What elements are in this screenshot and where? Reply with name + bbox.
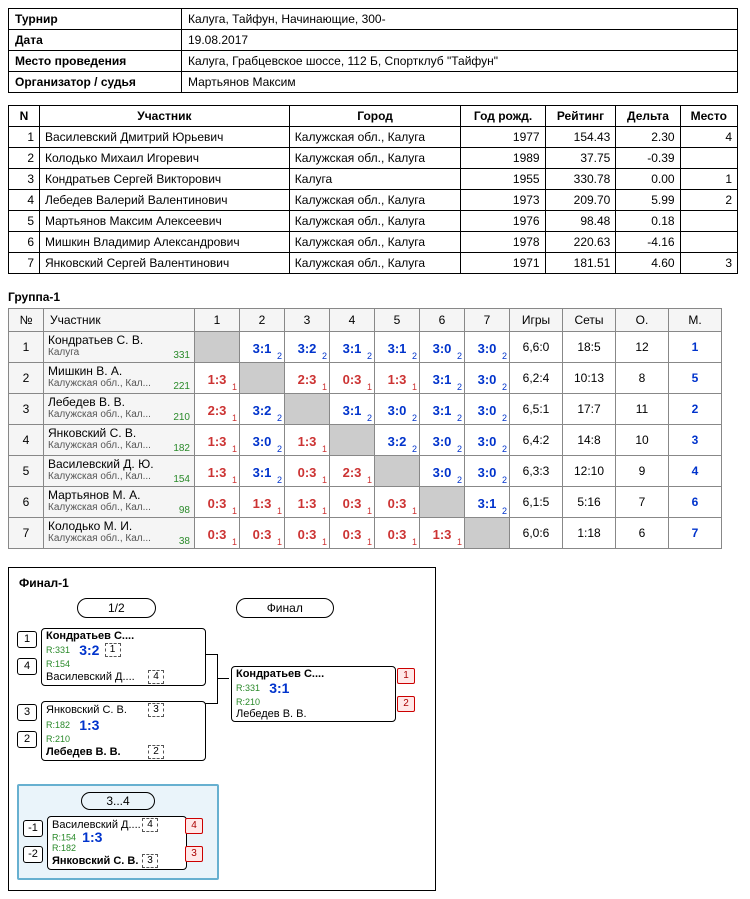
info-label: Дата (9, 30, 182, 51)
participant-name: Колодько Михаил Игоревич (40, 148, 290, 169)
score-cell: 3:02 (465, 394, 510, 425)
round-minor: 3...4 (81, 792, 154, 810)
group-participant: Янковский С. В.Калужская обл., Кал...182 (44, 425, 195, 456)
info-value: 19.08.2017 (182, 30, 738, 51)
final-place: 4 (185, 818, 203, 834)
score-cell: 3:02 (420, 332, 465, 363)
bracket-minor: 3...4 -1 -2 Василевский Д....4 R:154 1:3… (17, 784, 219, 880)
score-cell: 3:12 (330, 332, 375, 363)
info-label: Организатор / судья (9, 72, 182, 93)
info-value: Калуга, Тайфун, Начинающие, 300- (182, 9, 738, 30)
seed: -2 (23, 846, 43, 863)
score-cell: 1:31 (375, 363, 420, 394)
round-semi: 1/2 (77, 598, 156, 618)
match-final: Кондратьев С.... R:331 3:1 R:210 Лебедев… (231, 666, 396, 722)
final-place: 3 (185, 846, 203, 862)
score-cell: 3:02 (240, 425, 285, 456)
match-minor: Василевский Д....4 R:154 1:3 R:182 Янков… (47, 816, 187, 870)
info-label: Турнир (9, 9, 182, 30)
score-cell: 1:31 (285, 487, 330, 518)
participant-name: Мишкин Владимир Александрович (40, 232, 290, 253)
score-cell: 3:02 (420, 425, 465, 456)
score-cell: 3:12 (420, 363, 465, 394)
score-cell: 2:31 (330, 456, 375, 487)
participant-name: Мартьянов Максим Алексеевич (40, 211, 290, 232)
score-cell: 3:12 (330, 394, 375, 425)
match-semi2: Янковский С. В.3 R:182 1:3 R:210 Лебедев… (41, 701, 206, 761)
score-cell: 3:12 (375, 332, 420, 363)
participant-name: Кондратьев Сергей Викторович (40, 169, 290, 190)
group-cross-table: №Участник1234567ИгрыСетыО.М. 1 Кондратье… (8, 308, 722, 549)
score-cell: 1:31 (420, 518, 465, 549)
info-label: Место проведения (9, 51, 182, 72)
score-cell: 1:31 (195, 363, 240, 394)
participant-name: Василевский Дмитрий Юрьевич (40, 127, 290, 148)
bracket-main: 1 4 Кондратьев С.... R:331 3:2 1 R:154 В… (17, 626, 427, 776)
score-cell: 3:02 (465, 363, 510, 394)
tournament-info-table: ТурнирКалуга, Тайфун, Начинающие, 300-Да… (8, 8, 738, 93)
score-cell: 0:31 (330, 487, 375, 518)
score-cell: 1:31 (285, 425, 330, 456)
score-cell: 0:31 (330, 363, 375, 394)
seed: 4 (17, 658, 37, 675)
score-cell: 3:02 (420, 456, 465, 487)
bracket-title: Финал-1 (19, 576, 427, 590)
score-cell: 2:31 (285, 363, 330, 394)
score-cell: 3:22 (240, 394, 285, 425)
score-cell: 3:22 (285, 332, 330, 363)
participants-table: NУчастникГородГод рожд.РейтингДельтаМест… (8, 105, 738, 274)
round-final: Финал (236, 598, 334, 618)
final-place: 1 (397, 668, 415, 684)
group-participant: Мишкин В. А.Калужская обл., Кал...221 (44, 363, 195, 394)
bracket-box: Финал-1 1/2 Финал 1 4 Кондратьев С.... R… (8, 567, 436, 891)
score-cell: 3:12 (465, 487, 510, 518)
info-value: Калуга, Грабцевское шоссе, 112 Б, Спортк… (182, 51, 738, 72)
group-participant: Лебедев В. В.Калужская обл., Кал...210 (44, 394, 195, 425)
group-title: Группа-1 (8, 290, 742, 304)
group-participant: Кондратьев С. В.Калуга331 (44, 332, 195, 363)
score-cell: 0:31 (330, 518, 375, 549)
seed: 3 (17, 704, 37, 721)
final-place: 2 (397, 696, 415, 712)
score-cell: 0:31 (285, 518, 330, 549)
score-cell: 3:02 (465, 425, 510, 456)
participant-name: Лебедев Валерий Валентинович (40, 190, 290, 211)
score-cell: 2:31 (195, 394, 240, 425)
score-cell: 0:31 (285, 456, 330, 487)
group-participant: Колодько М. И.Калужская обл., Кал...38 (44, 518, 195, 549)
participant-name: Янковский Сергей Валентинович (40, 253, 290, 274)
seed: -1 (23, 820, 43, 837)
seed: 2 (17, 731, 37, 748)
score-cell: 0:31 (375, 487, 420, 518)
score-cell: 3:12 (420, 394, 465, 425)
score-cell: 1:31 (195, 456, 240, 487)
score-cell: 3:12 (240, 332, 285, 363)
match-semi1: Кондратьев С.... R:331 3:2 1 R:154 Васил… (41, 628, 206, 686)
seed: 1 (17, 631, 37, 648)
score-cell: 1:31 (195, 425, 240, 456)
score-cell: 0:31 (375, 518, 420, 549)
score-cell: 0:31 (195, 487, 240, 518)
info-value: Мартьянов Максим (182, 72, 738, 93)
score-cell: 3:12 (240, 456, 285, 487)
score-cell: 0:31 (195, 518, 240, 549)
group-participant: Василевский Д. Ю.Калужская обл., Кал...1… (44, 456, 195, 487)
group-participant: Мартьянов М. А.Калужская обл., Кал...98 (44, 487, 195, 518)
score-cell: 1:31 (240, 487, 285, 518)
score-cell: 3:22 (375, 425, 420, 456)
score-cell: 3:02 (375, 394, 420, 425)
score-cell: 0:31 (240, 518, 285, 549)
score-cell: 3:02 (465, 332, 510, 363)
score-cell: 3:02 (465, 456, 510, 487)
